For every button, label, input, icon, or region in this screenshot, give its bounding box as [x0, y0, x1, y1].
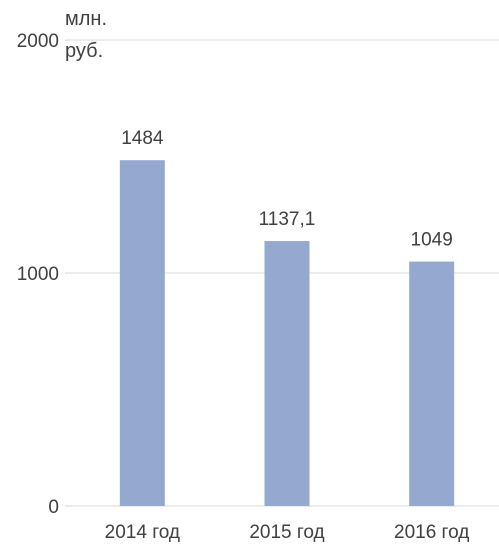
- bar: [119, 160, 165, 506]
- y-tick-label: 0: [48, 497, 59, 518]
- bar-data-label: 1049: [411, 230, 453, 251]
- bar: [409, 261, 455, 506]
- x-category-label: 2015 год: [249, 522, 324, 543]
- bar: [264, 241, 310, 506]
- bar-data-label: 1137,1: [259, 209, 316, 230]
- y-tick-label: 1000: [17, 264, 59, 285]
- y-axis-ticks: 0 1000 2000: [17, 31, 59, 518]
- bar-data-label: 1484: [121, 128, 164, 149]
- x-category-label: 2016 год: [394, 522, 469, 543]
- x-category-label: 2014 год: [105, 522, 180, 543]
- y-unit-label: млн. руб.: [65, 8, 107, 62]
- y-unit-line-1: млн.: [65, 8, 107, 30]
- y-unit-line-2: руб.: [65, 40, 103, 62]
- bars: [119, 160, 455, 506]
- data-labels: 1484 1137,1 1049: [121, 128, 453, 250]
- x-axis-categories: 2014 год 2015 год 2016 год: [105, 522, 470, 543]
- y-tick-label: 2000: [17, 31, 59, 52]
